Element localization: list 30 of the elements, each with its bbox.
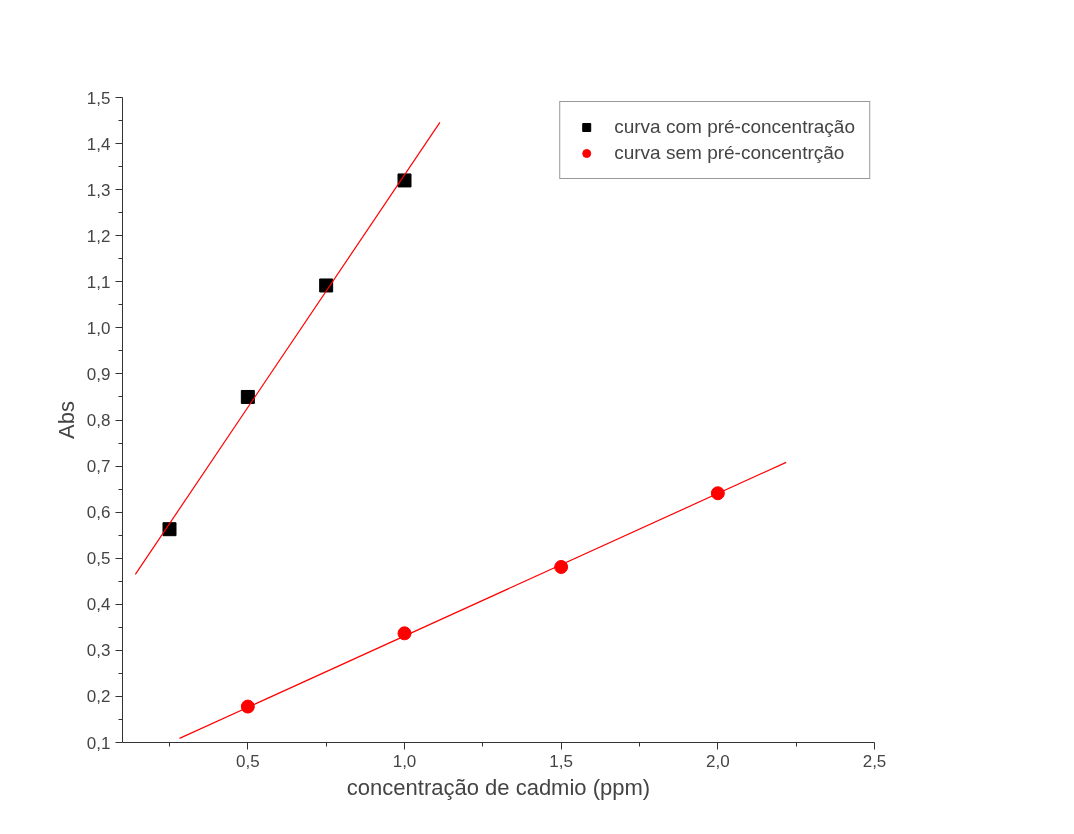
x-tick-label: 1,5: [549, 751, 573, 771]
y-tick-label: 1,1: [86, 272, 111, 292]
y-tick-label: 1,4: [86, 134, 111, 154]
x-tick-label: 2,0: [706, 751, 730, 771]
y-tick-label: 1,5: [86, 88, 111, 108]
y-tick-label: 0,4: [86, 595, 111, 615]
point: [240, 389, 255, 404]
x-tick-label: 1,0: [392, 751, 417, 771]
point: [710, 486, 725, 501]
y-tick-label: 0,7: [86, 457, 111, 477]
y-tick-label: 0,3: [86, 641, 111, 661]
legend-label: curva com pré-concentração: [614, 116, 855, 138]
point: [554, 559, 569, 574]
x-axis-title: concentração de cadmio (ppm): [346, 774, 651, 800]
y-tick-label: 0,6: [86, 503, 111, 523]
y-tick-label: 1,3: [86, 180, 111, 200]
point: [397, 173, 412, 188]
y-tick-label: 0,5: [86, 549, 111, 569]
y-tick-label: 0,8: [86, 411, 111, 430]
y-axis-title: Abs: [53, 401, 79, 439]
y-tick-label: 1,0: [86, 318, 111, 338]
y-tick-label: 0,2: [86, 687, 111, 707]
y-tick-label: 0,9: [86, 364, 111, 384]
y-tick-label: 0,1: [86, 733, 111, 753]
legend-label: curva sem pré-concentrção: [614, 142, 845, 164]
x-tick-label: 2,5: [862, 751, 887, 771]
y-tick-label: 1,2: [86, 226, 111, 246]
point: [240, 699, 255, 714]
x-tick-label: 0,5: [236, 751, 260, 771]
point: [319, 278, 334, 293]
